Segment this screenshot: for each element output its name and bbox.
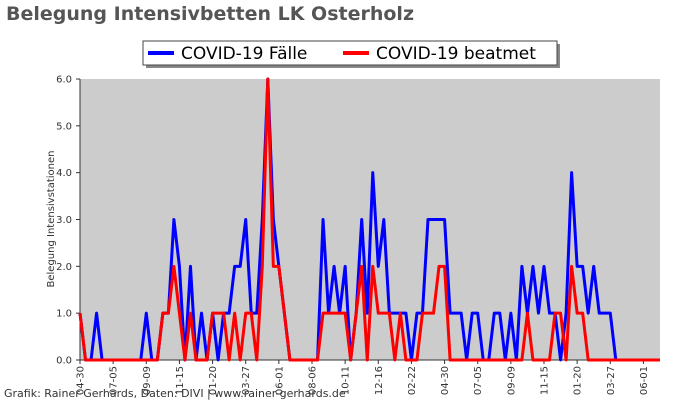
legend-label: COVID-19 beatmet: [376, 44, 536, 64]
x-tick-label: 04-30: [440, 366, 451, 395]
x-tick-label: 03-27: [606, 366, 617, 395]
x-tick-label: 06-01: [639, 366, 650, 395]
y-tick-label: 1.0: [56, 309, 72, 320]
footer: Grafik: Rainer Gerhards, Daten: DIVI | w…: [4, 387, 346, 400]
x-tick-label: 09-09: [142, 366, 153, 395]
x-tick-label: 01-20: [573, 366, 584, 395]
y-tick-label: 4.0: [56, 168, 72, 179]
x-tick-label: 06-01: [274, 366, 285, 395]
x-tick-label: 08-06: [308, 366, 319, 395]
y-tick-label: 6.0: [56, 75, 72, 86]
series-line: [78, 77, 660, 362]
y-axis-label: Belegung Intensivstationen: [46, 150, 57, 287]
x-tick-label: 07-05: [109, 366, 120, 395]
x-tick-label: 11-15: [175, 366, 186, 395]
chart-title: Belegung Intensivbetten LK Osterholz: [6, 3, 414, 25]
x-tick-label: 07-05: [473, 366, 484, 395]
y-tick-label: 3.0: [56, 215, 72, 226]
x-tick-label: 11-15: [540, 366, 551, 395]
y-tick-label: 5.0: [56, 121, 72, 132]
y-tick-label: 2.0: [56, 262, 72, 273]
x-tick-label: 09-09: [506, 366, 517, 395]
x-tick-label: 04-30: [76, 366, 87, 395]
legend-label: COVID-19 Fälle: [181, 44, 307, 64]
x-tick-label: 03-27: [241, 366, 252, 395]
x-tick-label: 10-11: [341, 366, 352, 395]
x-tick-label: 01-20: [208, 366, 219, 395]
x-tick-label: 12-16: [374, 366, 385, 395]
x-tick-label: 02-22: [407, 366, 418, 395]
y-tick-label: 0.0: [56, 356, 72, 367]
